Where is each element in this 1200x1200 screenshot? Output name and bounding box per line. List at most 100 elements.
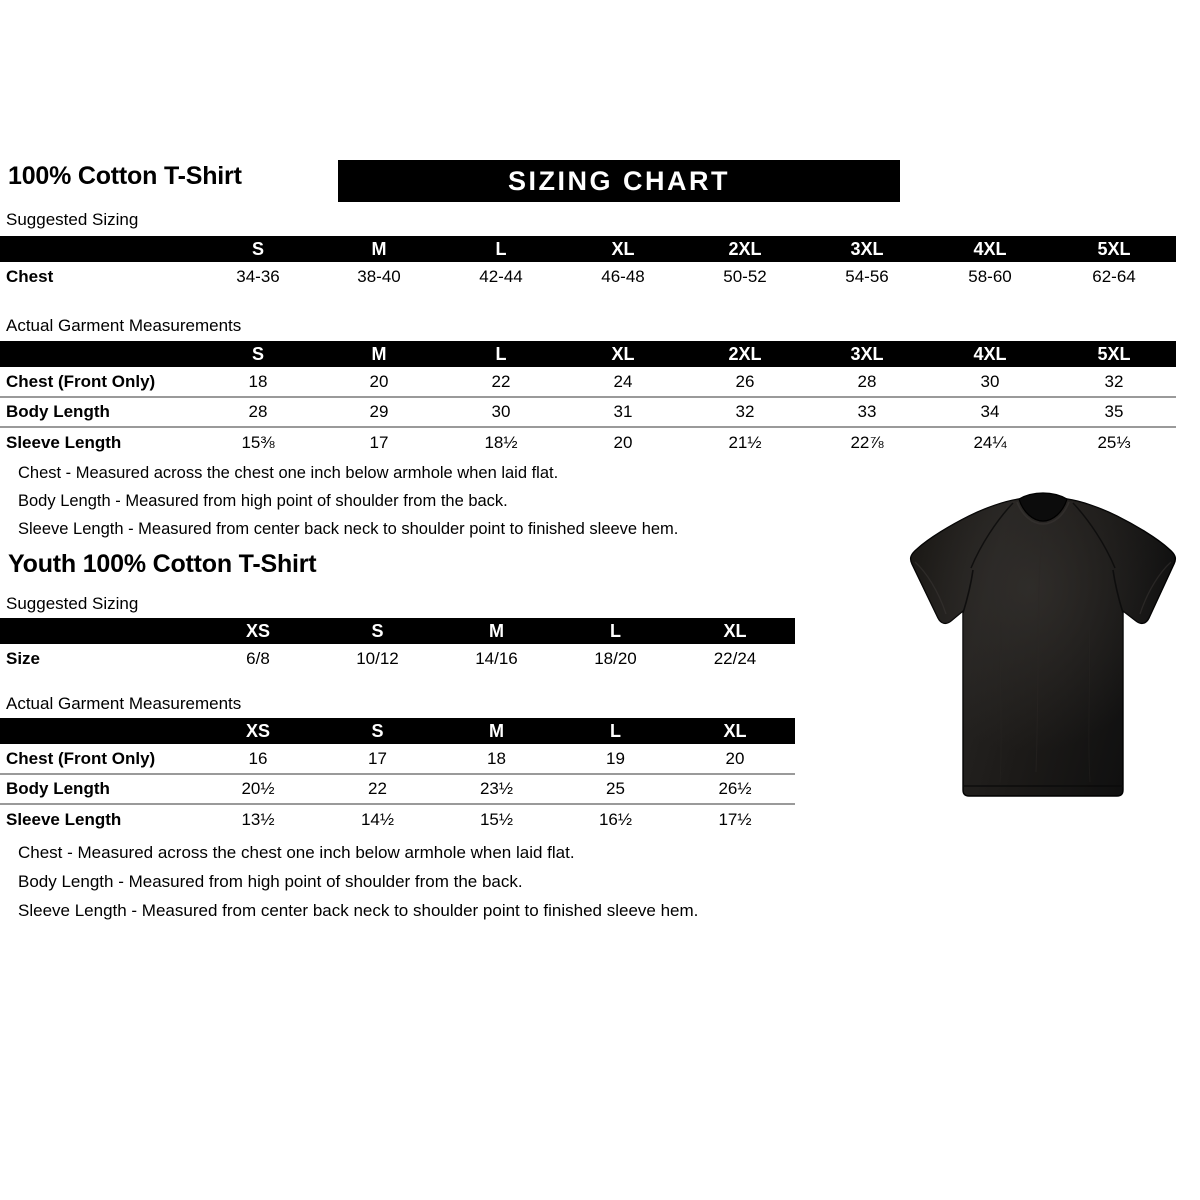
page-title: 100% Cotton T-Shirt: [8, 162, 242, 190]
cell-size-l: 18/20: [556, 644, 675, 674]
table-row: Body Length 20½ 22 23½ 25 26½: [0, 773, 795, 804]
column-header-xl: XL: [611, 238, 635, 259]
cell-bodylength-l: 25: [556, 773, 675, 804]
cell-chestfront-2xl: 26: [684, 367, 806, 397]
cell-chestfront-3xl: 28: [806, 367, 928, 397]
cell-bodylength-l: 30: [440, 396, 562, 427]
row-label-body-length: Body Length: [0, 396, 198, 427]
column-header-xs: XS: [245, 720, 270, 741]
column-header-l: L: [610, 620, 621, 641]
cell-chestfront-s: 18: [198, 367, 318, 397]
cell-chest-m: 38-40: [318, 262, 440, 292]
cell-chestfront-l: 19: [556, 744, 675, 774]
cell-sleevelength-xl: 17½: [675, 803, 795, 834]
column-header-xs: XS: [245, 620, 270, 641]
row-label-body-length: Body Length: [0, 773, 198, 804]
sizing-chart-banner: SIZING CHART: [338, 160, 900, 202]
cell-size-xl: 22/24: [675, 644, 795, 674]
cell-bodylength-xl: 26½: [675, 773, 795, 804]
cell-chest-l: 42-44: [440, 262, 562, 292]
cell-size-xs: 6/8: [198, 644, 318, 674]
cell-bodylength-m: 23½: [437, 773, 556, 804]
cell-sleevelength-3xl: 22⅞: [806, 426, 928, 457]
cell-chestfront-xs: 16: [198, 744, 318, 774]
cell-bodylength-2xl: 32: [684, 396, 806, 427]
note-body-length: Body Length - Measured from high point o…: [18, 492, 508, 510]
cell-bodylength-xl: 31: [562, 396, 684, 427]
column-header-s: S: [371, 720, 384, 741]
cell-sleevelength-xl: 20: [562, 426, 684, 457]
adult-measurement-notes: Chest - Measured across the chest one in…: [18, 459, 678, 543]
note-body-length: Body Length - Measured from high point o…: [18, 872, 523, 891]
cell-sleevelength-4xl: 24¼: [928, 426, 1052, 457]
table-row: Sleeve Length 13½ 14½ 15½ 16½ 17½: [0, 803, 795, 834]
note-sleeve-length: Sleeve Length - Measured from center bac…: [18, 520, 679, 538]
table-header-row: S M L XL 2XL 3XL 4XL 5XL: [0, 341, 1176, 367]
column-header-3xl: 3XL: [850, 238, 884, 259]
tshirt-illustration: [893, 472, 1193, 808]
cell-chestfront-s: 17: [318, 744, 437, 774]
row-label-chest: Chest: [0, 262, 198, 292]
cell-chestfront-xl: 24: [562, 367, 684, 397]
row-label-sleeve-length: Sleeve Length: [0, 803, 198, 834]
column-header-xl: XL: [611, 343, 635, 364]
column-header-m: M: [489, 720, 504, 741]
row-label-size: Size: [0, 644, 198, 674]
column-header-m: M: [489, 620, 504, 641]
column-header-s: S: [251, 343, 264, 364]
column-header-xl: XL: [723, 620, 747, 641]
cell-bodylength-s: 28: [198, 396, 318, 427]
cell-size-s: 10/12: [318, 644, 437, 674]
column-header-2xl: 2XL: [728, 238, 762, 259]
page-header: 100% Cotton T-Shirt SIZING CHART: [0, 160, 1200, 206]
cell-bodylength-4xl: 34: [928, 396, 1052, 427]
cell-sleevelength-m: 17: [318, 426, 440, 457]
sizing-chart-banner-label: SIZING CHART: [508, 165, 730, 196]
table-row: Chest (Front Only) 16 17 18 19 20: [0, 744, 795, 774]
column-header-l: L: [495, 238, 507, 259]
cell-sleevelength-s: 14½: [318, 803, 437, 834]
cell-chestfront-l: 22: [440, 367, 562, 397]
row-label-chest-front-only: Chest (Front Only): [0, 367, 198, 397]
column-header-4xl: 4XL: [973, 238, 1007, 259]
column-header-rowlabel: [0, 718, 198, 744]
cell-chestfront-4xl: 30: [928, 367, 1052, 397]
cell-chest-s: 34-36: [198, 262, 318, 292]
cell-chestfront-xl: 20: [675, 744, 795, 774]
column-header-3xl: 3XL: [850, 343, 884, 364]
cell-sleevelength-5xl: 25⅓: [1052, 426, 1176, 457]
cell-sleevelength-2xl: 21½: [684, 426, 806, 457]
table-header-row: S M L XL 2XL 3XL 4XL 5XL: [0, 236, 1176, 262]
column-header-xl: XL: [723, 720, 747, 741]
column-header-rowlabel: [0, 236, 198, 262]
youth-actual-measurements-label: Actual Garment Measurements: [6, 694, 242, 713]
cell-chestfront-m: 20: [318, 367, 440, 397]
column-header-2xl: 2XL: [728, 343, 762, 364]
adult-suggested-sizing-table: S M L XL 2XL 3XL 4XL 5XL Chest 34-36 38-…: [0, 236, 1176, 292]
cell-sleevelength-l: 18½: [440, 426, 562, 457]
cell-sleevelength-l: 16½: [556, 803, 675, 834]
youth-actual-measurements-table: XS S M L XL Chest (Front Only) 16 17 18 …: [0, 718, 795, 834]
cell-bodylength-m: 29: [318, 396, 440, 427]
note-sleeve-length: Sleeve Length - Measured from center bac…: [18, 901, 699, 920]
column-header-m: M: [371, 238, 387, 259]
cell-chestfront-5xl: 32: [1052, 367, 1176, 397]
youth-measurement-notes: Chest - Measured across the chest one in…: [18, 838, 698, 925]
black-tshirt-icon: [909, 492, 1177, 797]
table-row: Chest (Front Only) 18 20 22 24 26 28 30 …: [0, 367, 1176, 397]
cell-chest-xl: 46-48: [562, 262, 684, 292]
note-chest: Chest - Measured across the chest one in…: [18, 843, 575, 862]
column-header-l: L: [495, 343, 507, 364]
youth-suggested-sizing-label: Suggested Sizing: [6, 594, 139, 613]
column-header-m: M: [371, 343, 387, 364]
table-header-row: XS S M L XL: [0, 718, 795, 744]
column-header-s: S: [251, 238, 264, 259]
youth-suggested-sizing-table: XS S M L XL Size 6/8 10/12 14/16 18/20 2…: [0, 618, 795, 674]
adult-suggested-sizing-label: Suggested Sizing: [6, 210, 139, 229]
cell-chest-5xl: 62-64: [1052, 262, 1176, 292]
column-header-rowlabel: [0, 341, 198, 367]
adult-actual-measurements-label: Actual Garment Measurements: [6, 316, 242, 335]
note-chest: Chest - Measured across the chest one in…: [18, 464, 559, 482]
column-header-5xl: 5XL: [1097, 343, 1131, 364]
